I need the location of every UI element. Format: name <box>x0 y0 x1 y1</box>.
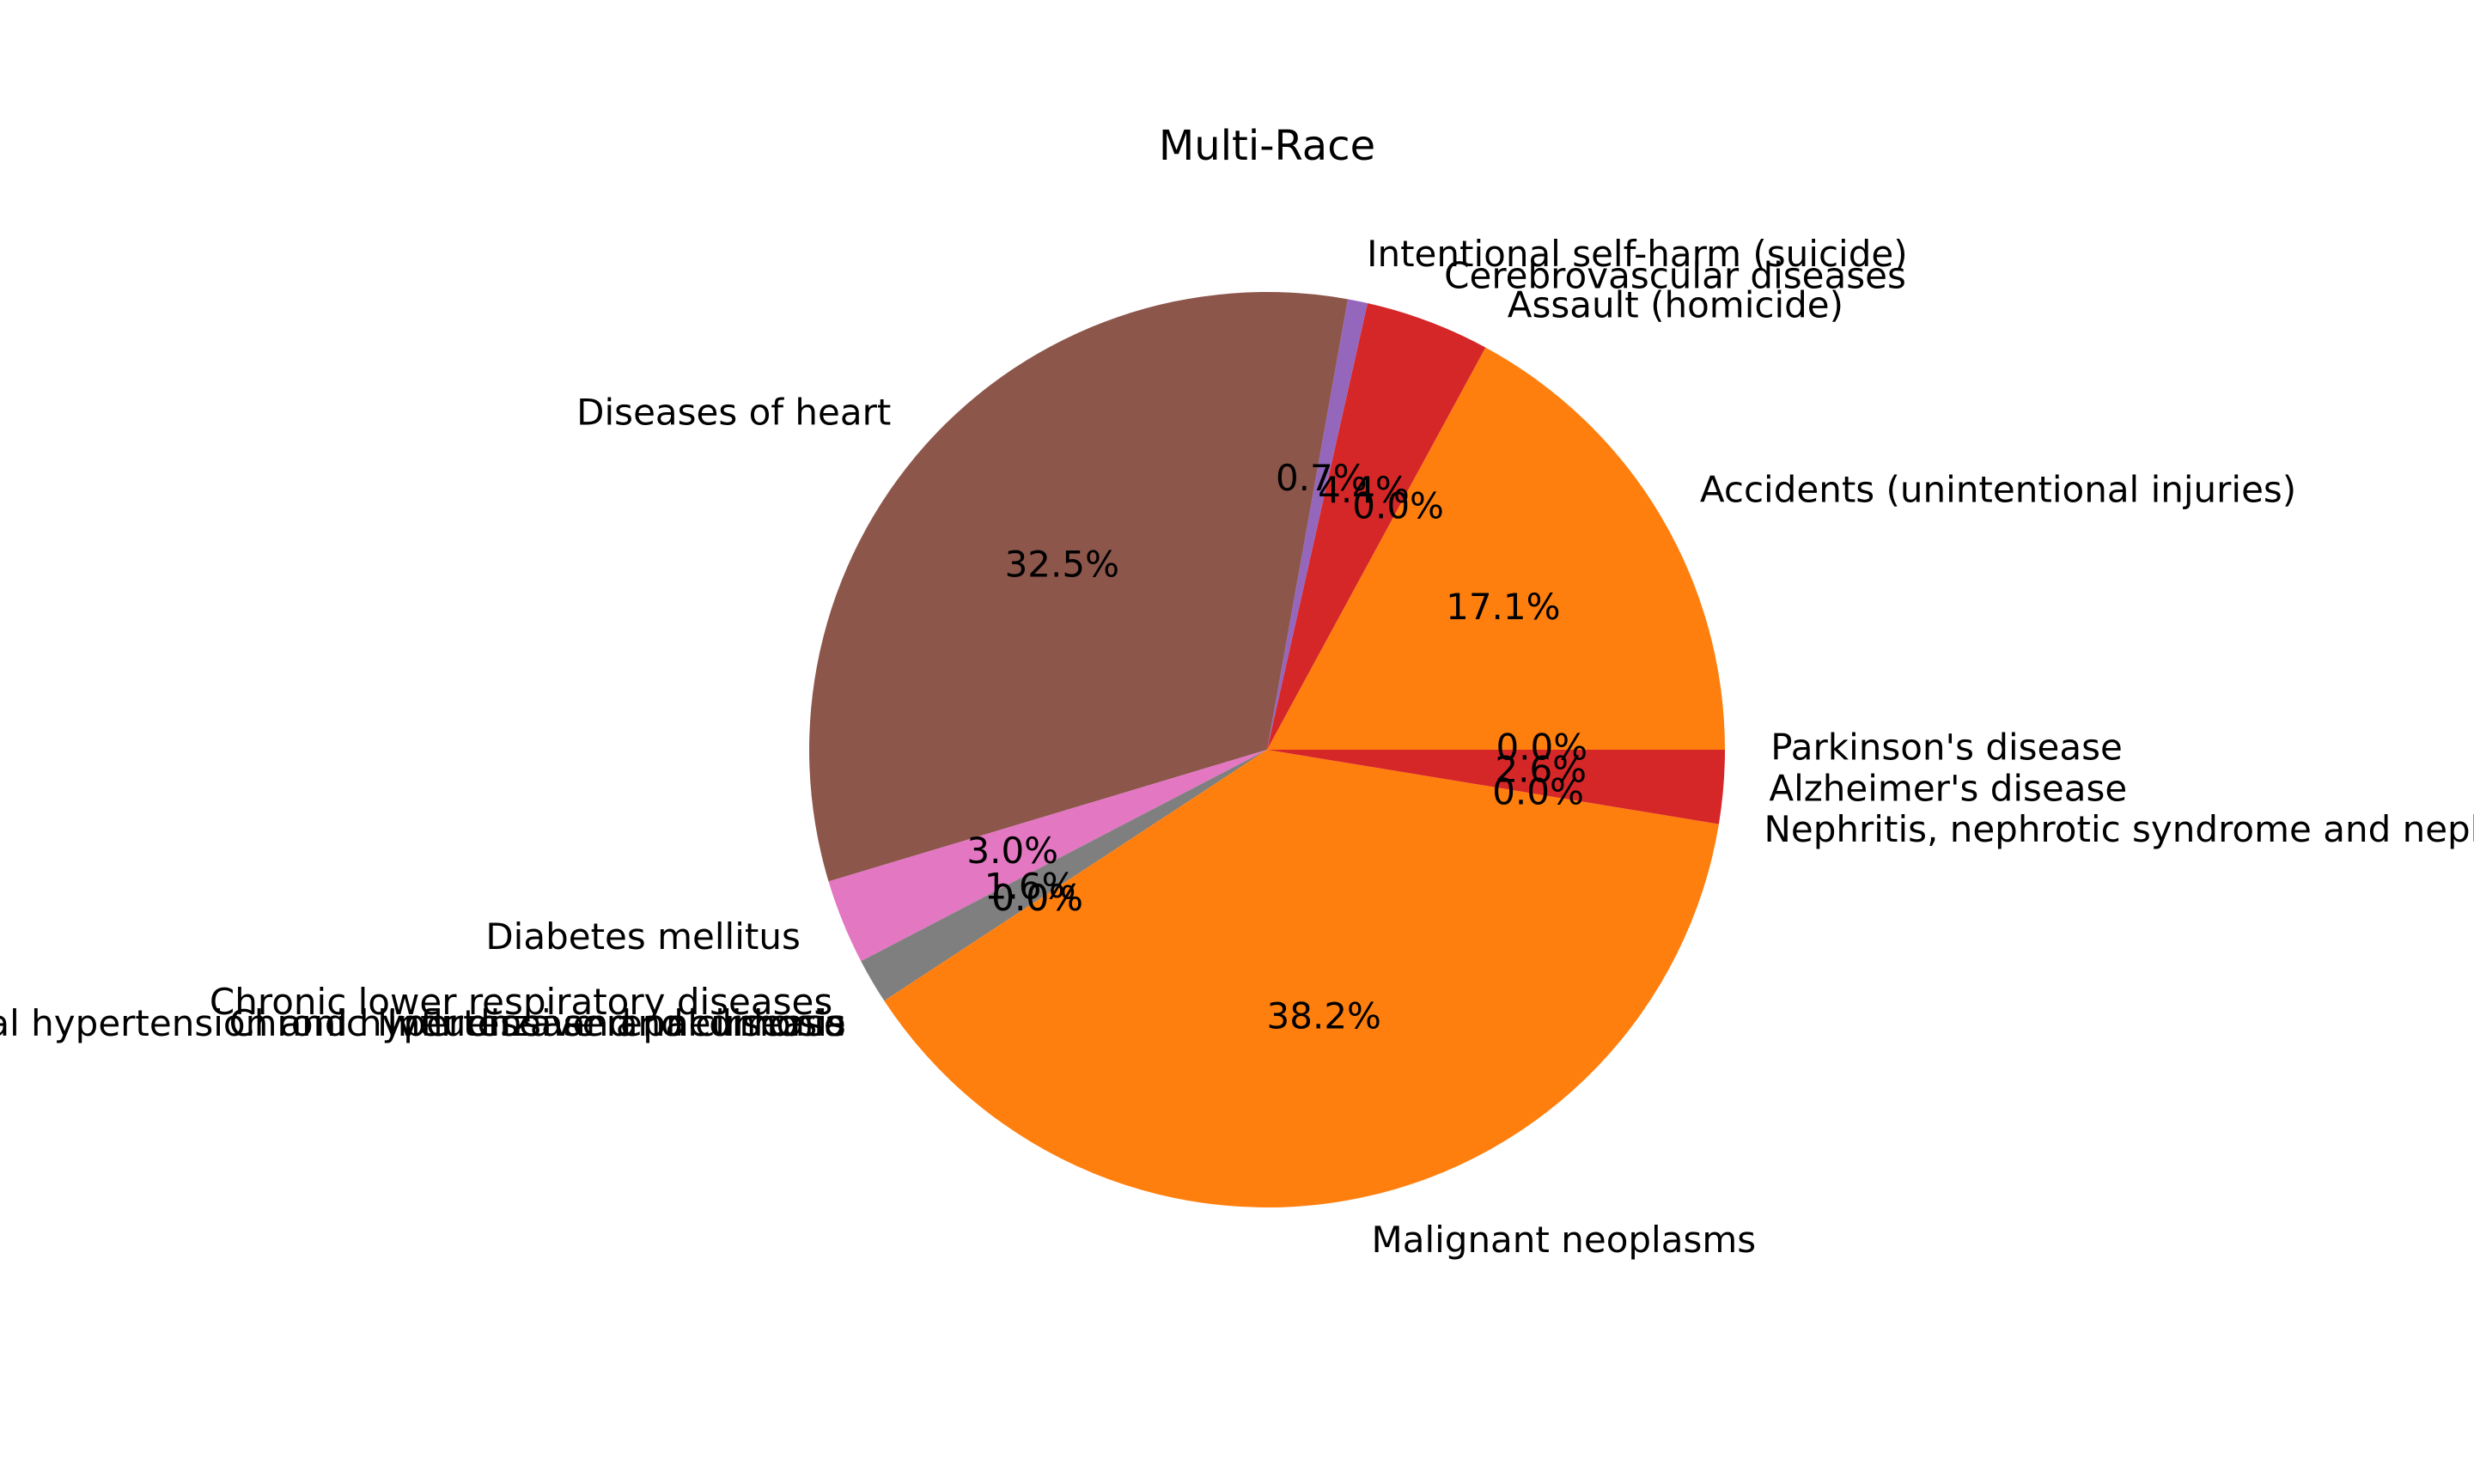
pct-label-essential-hypertension-and-hypertensive-renal-disease: 0.0% <box>991 877 1083 919</box>
slice-label-essential-hypertension-and-hypertensive-renal-disease: Essential hypertension and hypertensive … <box>0 1002 846 1044</box>
slice-intentional-self-harm-suicide <box>1267 299 1368 750</box>
pct-label-assault-homicide: 0.0% <box>1352 484 1444 526</box>
slice-label-assault-homicide: Assault (homicide) <box>1508 283 1843 325</box>
pct-label-parkinson-s-disease: 0.0% <box>1496 727 1587 769</box>
slice-label-chronic-lower-respiratory-diseases: Chronic lower respiratory diseases <box>210 981 832 1023</box>
pct-label-intentional-self-harm-suicide: 0.7% <box>1276 457 1368 499</box>
pct-label-alzheimer-s-disease: 2.6% <box>1495 749 1587 791</box>
slice-alzheimer-s-disease <box>1267 750 1725 824</box>
pct-label-accidents-unintentional-injuries: 17.1% <box>1446 586 1560 628</box>
slice-cerebrovascular-diseases <box>1267 302 1486 750</box>
pct-label-malignant-neoplasms: 38.2% <box>1267 994 1381 1037</box>
slice-label-accidents-unintentional-injuries: Accidents (unintentional injuries) <box>1700 469 2296 511</box>
slice-malignant-neoplasms <box>884 750 1719 1207</box>
slice-label-alzheimer-s-disease: Alzheimer's disease <box>1769 767 2127 809</box>
pct-label-nephritis-nephrotic-syndrome-and-nephrosis: 0.0% <box>1492 770 1584 812</box>
slice-label-malignant-neoplasms: Malignant neoplasms <box>1371 1219 1756 1261</box>
pct-label-diseases-of-heart: 32.5% <box>1005 544 1119 586</box>
slice-label-diabetes-mellitus: Diabetes mellitus <box>485 915 801 958</box>
pct-label-influenza-and-pneumonia: 0.0% <box>991 877 1083 919</box>
pct-label-cerebrovascular-diseases: 4.4% <box>1318 469 1410 511</box>
slice-accidents-unintentional-injuries <box>1267 347 1725 750</box>
pie-slices <box>808 292 1725 1207</box>
pct-label-chronic-liver-disease-and-cirrhosis: 0.0% <box>991 877 1083 919</box>
slice-label-influenza-and-pneumonia: Influenza and pneumonia <box>387 1002 845 1044</box>
pct-label-diabetes-mellitus: 3.0% <box>966 830 1058 872</box>
slice-label-intentional-self-harm-suicide: Intentional self-harm (suicide) <box>1367 233 1908 275</box>
pct-label-chronic-lower-respiratory-diseases: 1.6% <box>984 865 1076 907</box>
slice-diabetes-mellitus <box>828 750 1267 962</box>
slice-label-parkinson-s-disease: Parkinson's disease <box>1770 727 2123 769</box>
slice-label-cerebrovascular-diseases: Cerebrovascular diseases <box>1444 255 1906 297</box>
slice-label-nephritis-nephrotic-syndrome-and-nephrosis: Nephritis, nephrotic syndrome and nephro… <box>1764 808 2474 850</box>
slice-chronic-lower-respiratory-diseases <box>861 750 1267 1001</box>
slice-label-chronic-liver-disease-and-cirrhosis: Chronic liver disease and cirrhosis <box>229 1002 846 1044</box>
slice-label-diseases-of-heart: Diseases of heart <box>576 391 891 433</box>
slice-diseases-of-heart <box>808 292 1349 882</box>
pie-labels: Parkinson's disease 0.0% Accidents (uninte… <box>0 233 2474 1261</box>
chart-title: Multi-Race <box>1159 122 1375 170</box>
